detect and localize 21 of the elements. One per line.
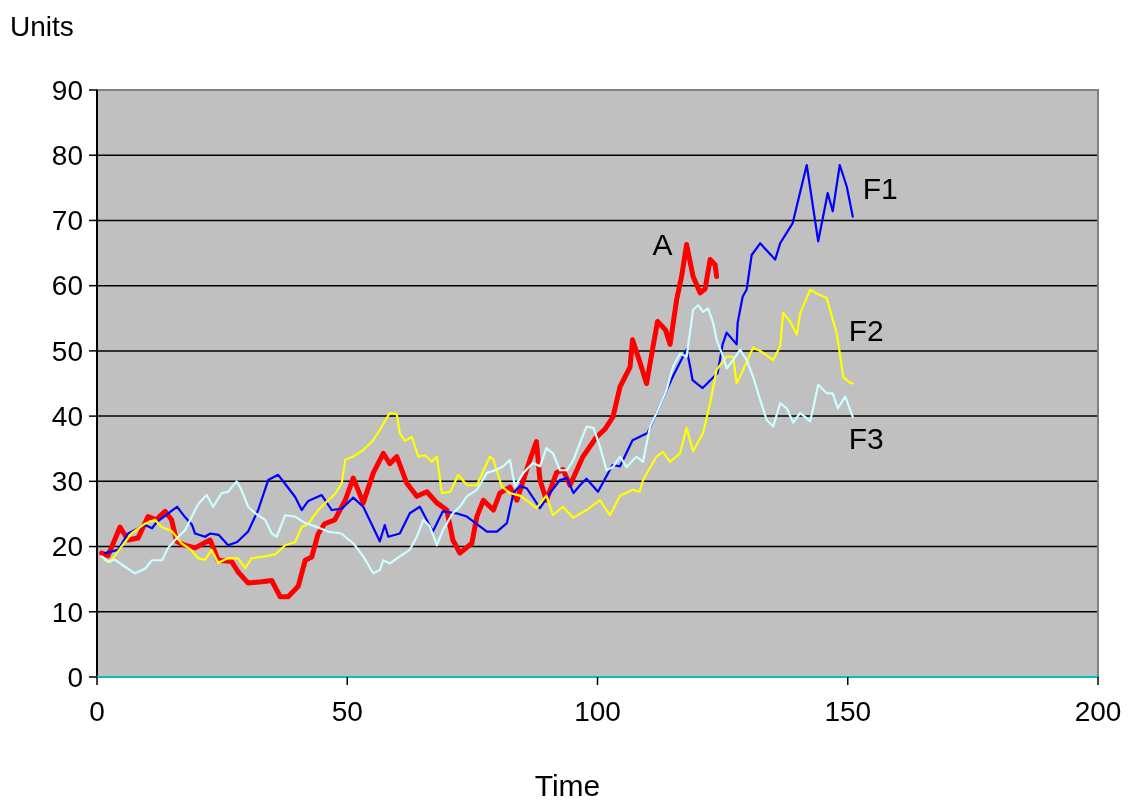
x-tick-label: 100 [574, 696, 621, 727]
series-label: F1 [862, 171, 898, 205]
y-axis-title: Units [10, 11, 74, 42]
x-tick-label: 200 [1074, 696, 1122, 727]
x-tick-label: 0 [89, 696, 105, 727]
y-tick-label: 10 [51, 596, 83, 628]
y-tick-label: 60 [51, 270, 83, 302]
x-tick-label: 150 [824, 696, 872, 727]
series-label: A [652, 227, 673, 261]
y-tick-label: 40 [51, 400, 83, 432]
series-label: F2 [848, 313, 884, 347]
y-tick-label: 70 [51, 205, 83, 237]
y-tick-label: 30 [51, 466, 83, 498]
y-tick-label: 80 [51, 140, 83, 172]
series-label: F3 [848, 421, 884, 455]
x-axis-title: Time [534, 769, 601, 802]
x-tick-label: 50 [331, 696, 363, 727]
y-tick-label: 20 [51, 531, 83, 563]
y-tick-label: 0 [67, 661, 83, 693]
y-tick-label: 90 [51, 74, 83, 106]
y-tick-label: 50 [51, 335, 83, 367]
